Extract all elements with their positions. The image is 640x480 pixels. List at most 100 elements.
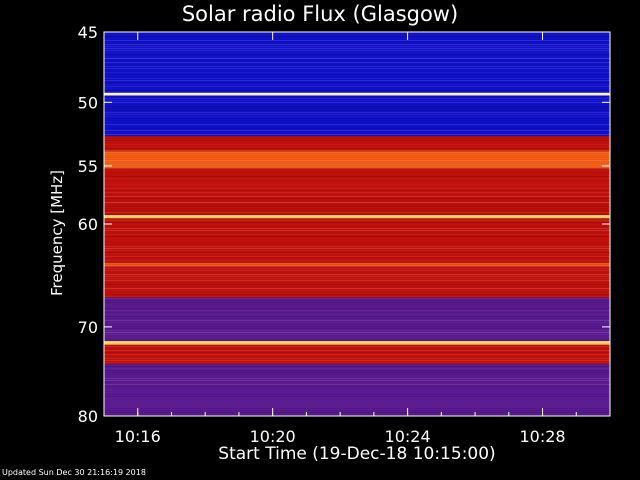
frequency-band <box>104 262 610 267</box>
frequency-band <box>104 341 610 345</box>
spectrogram-texture <box>104 248 610 249</box>
spectrogram-texture <box>104 164 610 165</box>
spectrogram-texture <box>104 288 610 289</box>
spectrogram-texture <box>104 118 610 119</box>
spectrogram-texture <box>104 50 610 51</box>
spectrogram-texture <box>104 260 610 261</box>
spectrogram-texture <box>104 414 610 415</box>
spectrogram-texture <box>104 286 610 287</box>
spectrogram-texture <box>104 294 610 295</box>
spectrogram-texture <box>104 358 610 359</box>
spectrogram-texture <box>104 258 610 259</box>
x-axis-label: Start Time (19-Dec-18 10:15:00) <box>218 444 496 464</box>
spectrogram-texture <box>104 400 610 401</box>
spectrogram-texture <box>104 192 610 193</box>
spectrogram-texture <box>104 232 610 233</box>
spectrogram-texture <box>104 376 610 377</box>
spectrogram-texture <box>104 188 610 189</box>
spectrogram-texture <box>104 272 610 273</box>
spectrogram-texture <box>104 324 610 325</box>
spectrogram-texture <box>104 224 610 225</box>
spectrogram-texture <box>104 256 610 257</box>
spectrogram-texture <box>104 162 610 163</box>
x-tick-label: 10:28 <box>519 427 565 446</box>
spectrogram-texture <box>104 342 610 343</box>
spectrogram-texture <box>104 280 610 281</box>
frequency-band <box>104 266 610 298</box>
spectrogram-texture <box>104 110 610 111</box>
spectrogram-texture <box>104 290 610 291</box>
spectrogram-texture <box>104 278 610 279</box>
spectrogram-texture <box>104 68 610 69</box>
chart-title: Solar radio Flux (Glasgow) <box>181 2 459 26</box>
spectrogram-texture <box>104 70 610 71</box>
frequency-band <box>104 344 610 364</box>
spectrogram-texture <box>104 92 610 93</box>
spectrogram-texture <box>104 404 610 405</box>
spectrogram-texture <box>104 84 610 85</box>
spectrogram-texture <box>104 96 610 97</box>
spectrogram-texture <box>104 326 610 327</box>
x-tick-label: 10:20 <box>250 427 296 446</box>
spectrogram-texture <box>104 168 610 169</box>
spectrogram-texture <box>104 56 610 57</box>
spectrogram-texture <box>104 312 610 313</box>
spectrogram-texture <box>104 150 610 151</box>
spectrogram-texture <box>104 350 610 351</box>
spectrogram-texture <box>104 302 610 303</box>
spectrogram-texture <box>104 152 610 153</box>
spectrogram-texture <box>104 86 610 87</box>
frequency-band <box>104 218 610 263</box>
spectrogram-texture <box>104 38 610 39</box>
spectrogram-texture <box>104 202 610 203</box>
spectrogram-texture <box>104 406 610 407</box>
spectrogram-texture <box>104 398 610 399</box>
spectrogram-texture <box>104 374 610 375</box>
spectrogram-texture <box>104 346 610 347</box>
spectrogram-texture <box>104 410 610 411</box>
spectrogram-texture <box>104 112 610 113</box>
updated-timestamp: Updated Sun Dec 30 21:16:19 2018 <box>2 468 146 477</box>
spectrogram-texture <box>104 64 610 65</box>
spectrogram-texture <box>104 360 610 361</box>
spectrogram-texture <box>104 412 610 413</box>
spectrogram-texture <box>104 126 610 127</box>
spectrogram-texture <box>104 180 610 181</box>
spectrogram-texture <box>104 54 610 55</box>
spectrogram-texture <box>104 304 610 305</box>
spectrogram-texture <box>104 308 610 309</box>
spectrogram-texture <box>104 104 610 105</box>
spectrogram-texture <box>104 348 610 349</box>
spectrogram-texture <box>104 148 610 149</box>
spectrogram-texture <box>104 176 610 177</box>
spectrogram-texture <box>104 124 610 125</box>
spectrogram-texture <box>104 270 610 271</box>
spectrogram-texture <box>104 394 610 395</box>
spectrogram-texture <box>104 156 610 157</box>
spectrogram-texture <box>104 246 610 247</box>
spectrogram-texture <box>104 292 610 293</box>
spectrogram-texture <box>104 362 610 363</box>
spectrogram-texture <box>104 296 610 297</box>
spectrogram-texture <box>104 284 610 285</box>
spectrogram-texture <box>104 282 610 283</box>
spectrogram-texture <box>104 134 610 135</box>
spectrogram-texture <box>104 136 610 137</box>
spectrogram-texture <box>104 268 610 269</box>
spectrogram-texture <box>104 88 610 89</box>
spectrogram-texture <box>104 370 610 371</box>
spectrogram-texture <box>104 242 610 243</box>
spectrogram-texture <box>104 160 610 161</box>
spectrogram-texture <box>104 220 610 221</box>
spectrogram-texture <box>104 116 610 117</box>
spectrogram-texture <box>104 230 610 231</box>
spectrogram-texture <box>104 218 610 219</box>
spectrogram-texture <box>104 384 610 385</box>
spectrogram-texture <box>104 364 610 365</box>
spectrogram-texture <box>104 252 610 253</box>
spectrogram-texture <box>104 90 610 91</box>
spectrogram-texture <box>104 322 610 323</box>
spectrogram-texture <box>104 166 610 167</box>
frequency-band <box>104 297 610 342</box>
